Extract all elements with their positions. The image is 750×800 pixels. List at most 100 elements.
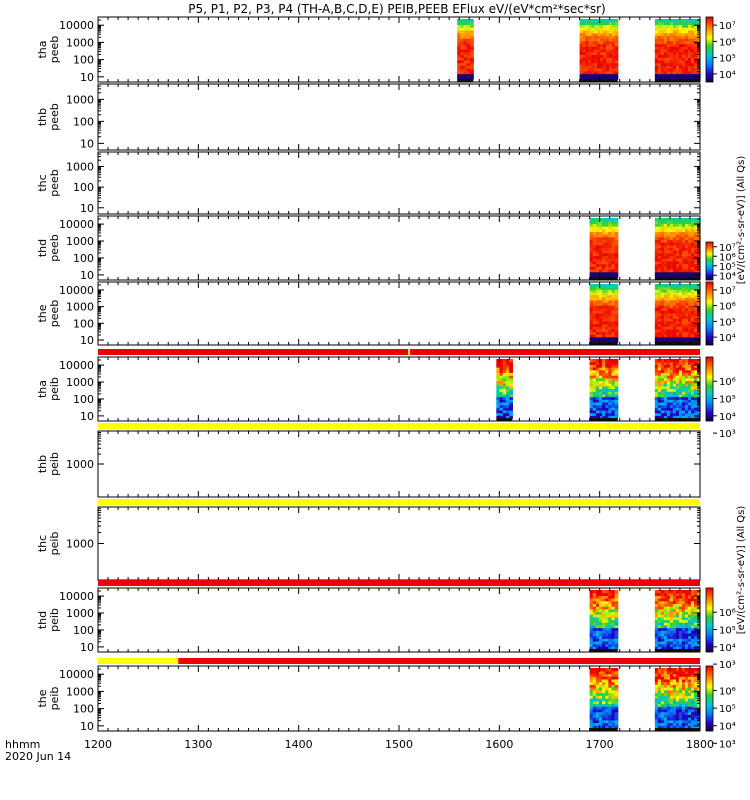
spectrogram-cell (589, 404, 594, 408)
spectrogram-cell (602, 640, 606, 645)
spectrogram-cell (595, 244, 600, 249)
spectrogram-cell (675, 289, 680, 293)
spectrogram-cell (690, 336, 695, 341)
spectrogram-cell (681, 310, 686, 314)
spectrogram-cell (591, 73, 595, 77)
spectrogram-cell (681, 318, 686, 322)
spectrogram-cell (582, 19, 587, 23)
spectrogram-cell (608, 711, 613, 715)
spectrogram-cell (657, 361, 662, 365)
spectrogram-cell (605, 286, 609, 290)
spectrogram-cell (693, 598, 698, 602)
spectrogram-cell (660, 297, 665, 301)
spectrogram-cell (466, 40, 471, 45)
spectrogram-cell (611, 592, 616, 596)
spectrogram-cell (693, 260, 698, 265)
spectrogram-cell (669, 250, 674, 254)
spectrogram-cell (678, 635, 683, 639)
spectrogram-cell (470, 70, 474, 75)
spectrogram-cell (690, 313, 695, 317)
spectrogram-cell (672, 260, 677, 265)
spectrogram-cell (684, 242, 689, 246)
spectrogram-cell (690, 263, 695, 267)
spectrogram-cell (660, 697, 665, 702)
spectrogram-cell (663, 218, 668, 222)
spectrogram-cell (585, 21, 589, 26)
spectrogram-cell (605, 600, 609, 605)
spectrogram-cell (608, 46, 613, 50)
spectrogram-cell (602, 286, 606, 290)
spectrogram-cell (602, 361, 606, 365)
spectrogram-cell (589, 719, 594, 724)
spectrogram-cell (663, 412, 668, 416)
spectrogram-cell (585, 38, 589, 42)
spectrogram-cell (602, 307, 606, 311)
spectrogram-cell (602, 388, 606, 392)
spectrogram-cell (675, 632, 680, 637)
spectrogram-cell (669, 404, 674, 408)
spectrogram-cell (693, 73, 698, 77)
spectrogram-cell (614, 310, 619, 314)
spectrogram-cell (666, 305, 671, 309)
spectrogram-cell (602, 396, 606, 400)
spectrogram-cell (672, 361, 677, 365)
spectrogram-cell (611, 383, 616, 387)
spectrogram-cell (687, 359, 692, 363)
spectrogram-cell (509, 388, 513, 392)
spectrogram-cell (598, 692, 603, 696)
spectrogram-cell (654, 603, 659, 607)
spectrogram-cell (660, 364, 665, 368)
spectrogram-cell (684, 676, 689, 680)
spectrogram-cell (669, 409, 674, 414)
spectrogram-cell (666, 624, 671, 629)
spectrogram-cell (654, 722, 659, 726)
spectrogram-cell (592, 320, 597, 325)
spectrogram-cell (666, 630, 671, 634)
spectrogram-cell (597, 51, 601, 56)
spectrogram-cell (608, 399, 613, 403)
spectrogram-cell (654, 299, 659, 304)
spectrogram-cell (591, 54, 595, 58)
spectrogram-cell (614, 681, 619, 685)
spectrogram-cell (669, 260, 674, 265)
spectrogram-cell (603, 48, 607, 53)
spectrogram-cell (614, 35, 619, 39)
spectrogram-cell (687, 236, 692, 241)
spectrogram-cell (595, 670, 600, 675)
spectrogram-cell (675, 415, 680, 419)
spectrogram-cell (598, 678, 603, 683)
spectrogram-cell (684, 289, 689, 293)
spectrogram-cell (696, 286, 701, 290)
spectrogram-cell (669, 595, 674, 599)
spectrogram-cell (605, 21, 610, 26)
spectrogram-cell (654, 643, 659, 647)
spectrogram-cell (589, 305, 594, 309)
spectrogram-cell (589, 722, 594, 726)
spectrogram-cell (666, 711, 671, 715)
spectrogram-cell (669, 622, 674, 626)
spectrogram-cell (602, 334, 606, 338)
spectrogram-cell (690, 260, 695, 265)
spectrogram-cell (678, 19, 683, 23)
spectrogram-cell (470, 21, 474, 26)
spectrogram-cell (614, 21, 619, 26)
spectrogram-cell (605, 624, 609, 629)
spectrogram-cell (595, 608, 600, 613)
spectrogram-cell (496, 415, 501, 419)
spectrogram-cell (614, 263, 619, 267)
spectrogram-cell (592, 369, 597, 374)
spectrogram-cell (595, 703, 600, 707)
spectrogram-cell (591, 76, 595, 80)
spectrogram-cell (660, 73, 665, 77)
spectrogram-cell (457, 68, 462, 72)
spectrogram-cell (681, 643, 686, 647)
spectrogram-cell (672, 670, 677, 675)
spectrogram-cell (666, 640, 671, 645)
spectrogram-cell (457, 40, 462, 45)
spectrogram-cell (460, 40, 465, 45)
spectrogram-cell (657, 328, 662, 333)
spectrogram-cell (681, 305, 686, 309)
spectrogram-cell (605, 725, 609, 729)
spectrogram-cell (666, 323, 671, 327)
spectrogram-cell (608, 635, 613, 639)
